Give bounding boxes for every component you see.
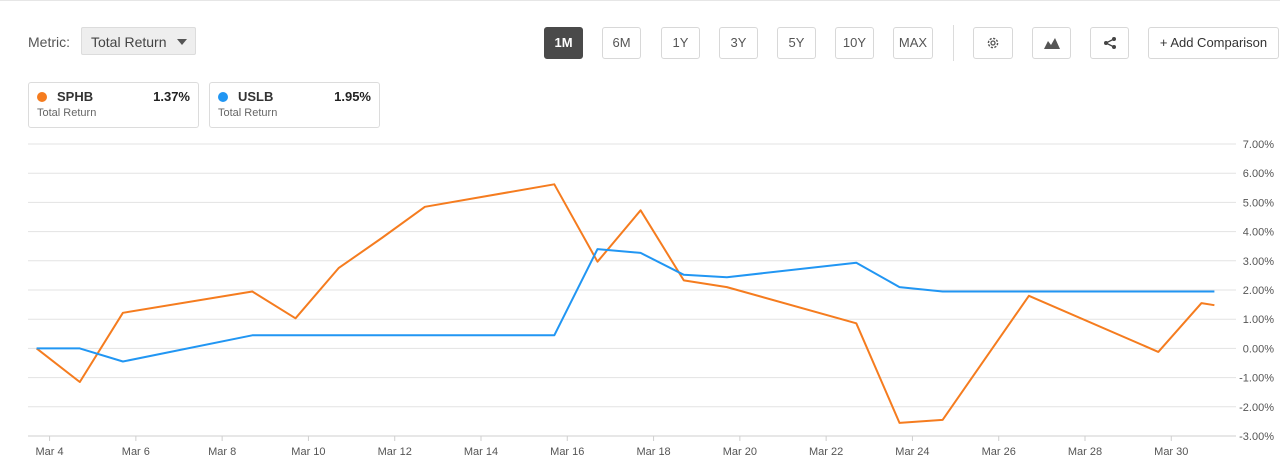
x-tick-label: Mar 10 (291, 446, 325, 458)
x-tick-label: Mar 14 (464, 446, 498, 458)
range-1y-button[interactable]: 1Y (661, 27, 700, 59)
gear-icon (987, 37, 999, 49)
y-tick-label: 6.00% (1243, 168, 1274, 180)
y-tick-label: 4.00% (1243, 227, 1274, 239)
y-tick-label: 0.00% (1243, 343, 1274, 355)
x-tick-label: Mar 20 (723, 446, 757, 458)
metric-label: Metric: (28, 34, 70, 50)
settings-button[interactable] (973, 27, 1013, 59)
series-line-uslb (36, 248, 1215, 363)
x-tick-label: Mar 24 (895, 446, 929, 458)
series-color-dot (37, 92, 47, 102)
legend-subtitle: Total Return (218, 107, 278, 119)
range-5y-button[interactable]: 5Y (777, 27, 816, 59)
series-line-sphb (35, 183, 1215, 424)
legend-ticker: SPHB (57, 89, 94, 104)
share-button[interactable] (1090, 27, 1129, 59)
x-tick-label: Mar 16 (550, 446, 584, 458)
legend-ticker: USLB (238, 89, 274, 104)
x-tick-label: Mar 4 (36, 446, 64, 458)
toolbar-divider (953, 25, 954, 61)
range-6m-button[interactable]: 6M (602, 27, 641, 59)
range-10y-button[interactable]: 10Y (835, 27, 874, 59)
top-border (0, 0, 1280, 1)
line-chart: 7.00% 6.00% 5.00% 4.00% 3.00% 2.00% 1.00% 0.00%… (28, 139, 1274, 458)
range-max-button[interactable]: MAX (893, 27, 933, 59)
y-tick-label: -1.00% (1239, 373, 1274, 385)
x-tick-label: Mar 18 (636, 446, 670, 458)
y-tick-label: 1.00% (1243, 314, 1274, 326)
chart-type-button[interactable] (1032, 27, 1071, 59)
y-tick-label: -2.00% (1239, 402, 1274, 414)
y-tick-label: 2.00% (1243, 285, 1274, 297)
y-tick-label: 5.00% (1243, 197, 1274, 209)
legend-item-uslb[interactable]: USLB 1.95% Total Return (209, 82, 380, 128)
y-tick-label: 3.00% (1243, 256, 1274, 268)
legend-item-sphb[interactable]: SPHB 1.37% Total Return (28, 82, 199, 128)
x-tick-label: Mar 30 (1154, 446, 1188, 458)
mountain-chart-icon (1043, 38, 1060, 49)
series-color-dot (218, 92, 228, 102)
x-tick-label: Mar 6 (122, 446, 150, 458)
x-tick-label: Mar 12 (378, 446, 412, 458)
legend-value: 1.37% (153, 89, 190, 104)
y-tick-label: -3.00% (1239, 431, 1274, 443)
x-tick-label: Mar 26 (982, 446, 1016, 458)
metric-selected-value: Total Return (91, 34, 167, 50)
legend-value: 1.95% (334, 89, 371, 104)
legend-subtitle: Total Return (37, 107, 97, 119)
x-tick-label: Mar 8 (208, 446, 236, 458)
y-tick-label: 7.00% (1243, 139, 1274, 151)
range-1m-button[interactable]: 1M (544, 27, 583, 59)
metric-select[interactable]: Total Return (81, 27, 196, 55)
x-tick-label: Mar 22 (809, 446, 843, 458)
add-comparison-button[interactable]: + Add Comparison (1148, 27, 1279, 59)
x-tick-label: Mar 28 (1068, 446, 1102, 458)
range-3y-button[interactable]: 3Y (719, 27, 758, 59)
caret-down-icon (177, 39, 187, 45)
share-icon (1103, 37, 1116, 49)
